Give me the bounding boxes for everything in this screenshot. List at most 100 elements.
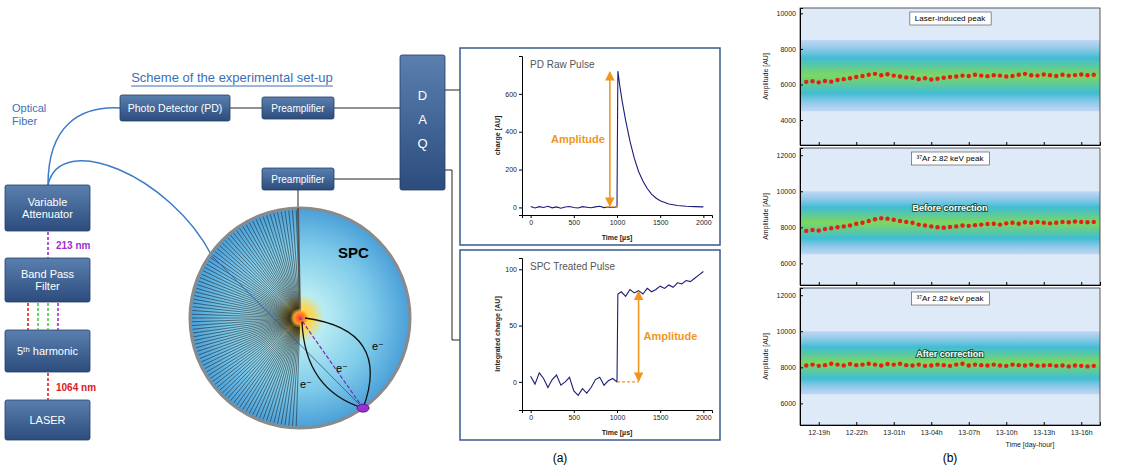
mean-point <box>929 363 933 367</box>
mean-point <box>935 77 939 81</box>
tick-label: 500 <box>568 414 580 421</box>
mean-point <box>985 74 989 78</box>
tick-label: 6000 <box>780 81 796 88</box>
mean-point <box>898 362 902 366</box>
tick: 12-22h <box>846 422 868 436</box>
tick-mark <box>800 85 803 86</box>
mean-point <box>998 222 1002 226</box>
tick-label: 13-16h <box>1071 429 1093 436</box>
mean-point <box>810 362 814 366</box>
mean-point <box>892 218 896 222</box>
tick-label: 13-04h <box>921 429 943 436</box>
mean-point <box>1010 362 1014 366</box>
wavelength-label: 1064 nm <box>56 382 96 393</box>
axis: 050100 <box>505 259 522 411</box>
panel-title-box <box>912 292 990 305</box>
tick-mark <box>1006 282 1007 285</box>
tick-label: 600 <box>505 91 517 98</box>
field-line <box>195 319 296 344</box>
axis-line <box>519 259 523 411</box>
tick <box>856 282 857 285</box>
tick-mark <box>1081 282 1082 285</box>
tick: 13-16h <box>1071 422 1093 436</box>
tick: 6000 <box>780 260 803 267</box>
chart-title: PD Raw Pulse <box>530 59 595 70</box>
mean-point <box>885 362 889 366</box>
tick: 12000 <box>777 292 803 299</box>
axis-title: Integrated charge [AU] <box>494 296 502 371</box>
tick: 8000 <box>780 224 803 231</box>
tick-label: 12-19h <box>808 429 830 436</box>
sphere-rim <box>190 208 410 428</box>
tick-mark <box>519 326 522 327</box>
tick: 13-10h <box>996 422 1018 436</box>
mean-point <box>948 75 952 79</box>
mean-point <box>910 76 914 80</box>
fiber-inside <box>212 256 363 408</box>
mean-point <box>1060 73 1064 77</box>
annotation <box>606 72 618 207</box>
tick: 1500 <box>653 215 669 226</box>
axis-line <box>801 422 1101 426</box>
tick-label: 8000 <box>780 364 796 371</box>
tick: 400 <box>505 128 522 135</box>
mean-point <box>917 362 921 366</box>
mean-point <box>892 73 896 77</box>
tick <box>894 142 895 145</box>
field-line <box>263 217 299 315</box>
mean-point <box>804 229 808 233</box>
mean-point <box>829 362 833 366</box>
mean-point <box>1029 362 1033 366</box>
tick-label: 1000 <box>610 414 626 421</box>
mean-point <box>1042 72 1046 76</box>
field-line <box>199 319 297 355</box>
mean-point <box>917 222 921 226</box>
tick-label: 13-07h <box>958 429 980 436</box>
chart-title: SPC Treated Pulse <box>530 261 615 272</box>
mean-point <box>854 222 858 226</box>
mean-point <box>960 362 964 366</box>
fiber-label: Optical <box>12 102 46 114</box>
tick-label: 8000 <box>780 224 796 231</box>
mean-point <box>848 223 852 227</box>
figure: Scheme of the experimental set-upOptical… <box>0 0 1125 468</box>
mean-point <box>842 363 846 367</box>
panel-title-box <box>910 12 991 25</box>
tick <box>1044 282 1045 285</box>
mean-point <box>1092 73 1096 77</box>
mean-point <box>1017 222 1021 226</box>
tick: 13-07h <box>958 422 980 436</box>
axis-title: Time [day-hour] <box>1006 441 1055 449</box>
mean-point <box>992 222 996 226</box>
mean-point <box>979 363 983 367</box>
tick: 200 <box>505 166 522 173</box>
mean-point <box>848 362 852 366</box>
axis: 12-19h12-22h13-01h13-04h13-07h13-10h13-1… <box>801 422 1101 436</box>
pulse-line <box>531 272 704 396</box>
mean-point <box>879 216 883 220</box>
tick-mark <box>1081 422 1082 425</box>
pulse-panel <box>460 48 720 245</box>
tick-mark <box>800 13 803 14</box>
wire <box>230 108 262 109</box>
mean-point <box>1054 364 1058 368</box>
anode-rod <box>298 208 300 318</box>
electron-path <box>305 318 370 408</box>
mean-point <box>1073 73 1077 77</box>
tick <box>894 282 895 285</box>
axis-title: charge [AU] <box>494 116 502 156</box>
caption: (a) <box>553 451 568 465</box>
axis-title: Amplitude [AU] <box>762 193 770 240</box>
tick-mark <box>519 94 522 95</box>
mean-point <box>829 226 833 230</box>
mean-point <box>1004 74 1008 78</box>
mean-point <box>960 73 964 77</box>
mean-point <box>879 73 883 77</box>
tick-mark <box>856 282 857 285</box>
tick-mark <box>519 269 522 270</box>
beam-ir <box>47 373 49 400</box>
tick: 2000 <box>696 410 712 421</box>
tick: 4000 <box>780 117 803 124</box>
tick-label: 2000 <box>696 219 712 226</box>
mean-point <box>923 223 927 227</box>
